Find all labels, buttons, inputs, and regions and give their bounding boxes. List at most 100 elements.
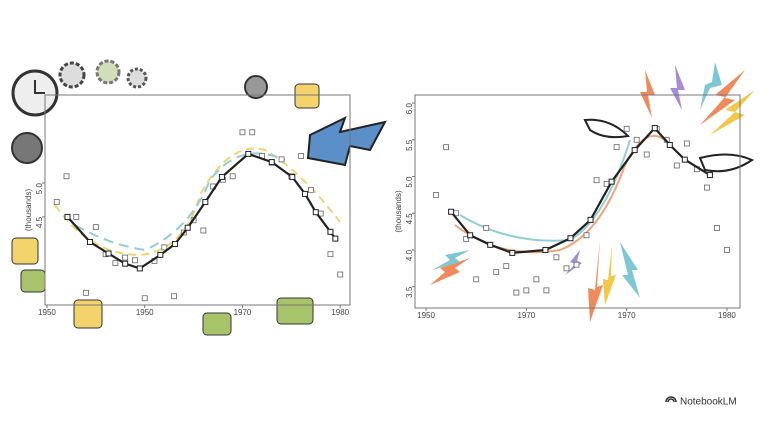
brand-logo xyxy=(665,396,677,403)
point xyxy=(533,276,540,283)
point xyxy=(714,225,720,231)
trend-point xyxy=(122,260,129,267)
point xyxy=(132,257,138,264)
x-tick-label: 1980 xyxy=(718,311,736,320)
y-tick-label: 4.5 xyxy=(35,216,44,228)
lightning xyxy=(588,240,603,322)
trend-point xyxy=(302,190,309,197)
lightning xyxy=(670,65,685,110)
trend-point xyxy=(268,159,275,166)
point xyxy=(112,260,119,266)
trend-point xyxy=(202,199,209,206)
lightning xyxy=(710,90,755,135)
point xyxy=(63,173,70,180)
dot xyxy=(244,75,268,99)
trend-point xyxy=(651,125,658,132)
x-tick-label: 1950 xyxy=(38,308,56,317)
point xyxy=(623,125,630,132)
trend-point xyxy=(332,235,339,242)
point xyxy=(553,254,560,261)
point xyxy=(583,232,590,239)
point xyxy=(463,236,470,242)
trend-point xyxy=(245,150,252,157)
trend-point xyxy=(448,208,455,215)
trend-point xyxy=(467,232,474,239)
trend-point xyxy=(587,216,594,223)
trend-point xyxy=(666,141,673,148)
point xyxy=(239,129,246,136)
x-tick-label: 1950 xyxy=(417,311,435,320)
point xyxy=(513,289,520,296)
film-reel xyxy=(11,132,43,164)
lightning xyxy=(700,70,745,125)
point xyxy=(53,199,60,205)
point xyxy=(433,191,439,198)
point xyxy=(493,269,500,275)
square xyxy=(20,269,46,293)
trend-point xyxy=(327,228,334,235)
y-tick-label: 5.0 xyxy=(405,176,414,188)
point xyxy=(724,247,730,253)
y-tick-label: 5.0 xyxy=(35,183,44,195)
square xyxy=(73,299,103,329)
point xyxy=(122,254,129,261)
point xyxy=(673,162,680,169)
x-tick-label: 1970 xyxy=(234,308,252,317)
decorations xyxy=(11,59,755,403)
square xyxy=(11,237,39,265)
point xyxy=(298,153,305,159)
lightning xyxy=(700,62,722,110)
point xyxy=(200,227,207,234)
y-tick-label: 5.5 xyxy=(405,139,414,151)
lightning xyxy=(620,242,640,298)
trend-point xyxy=(608,178,615,185)
x-tick-label: 1970 xyxy=(517,311,535,320)
square xyxy=(294,83,320,109)
point xyxy=(543,287,550,294)
point xyxy=(249,129,256,136)
point xyxy=(593,177,600,184)
point xyxy=(443,144,449,151)
x-tick-label: 1950 xyxy=(136,308,154,317)
wing xyxy=(698,153,755,173)
lightning xyxy=(603,245,616,305)
trend-point xyxy=(509,249,516,256)
point xyxy=(278,156,285,163)
point xyxy=(307,186,314,193)
point xyxy=(229,173,236,180)
point xyxy=(141,295,148,302)
point xyxy=(523,287,530,294)
trend-point xyxy=(64,213,71,220)
y-axis-label: (thousands) xyxy=(24,189,33,232)
trend-point xyxy=(184,224,191,231)
point xyxy=(92,224,99,230)
point xyxy=(161,244,168,251)
point xyxy=(327,251,334,258)
trend-point xyxy=(218,173,225,180)
point xyxy=(337,271,344,278)
trend-point xyxy=(567,235,574,242)
point xyxy=(171,293,177,300)
point xyxy=(573,261,580,268)
y-axis-label: (thousands) xyxy=(394,190,403,233)
square xyxy=(202,312,232,336)
square xyxy=(276,297,314,325)
trend-point xyxy=(105,250,112,257)
x-tick-label: 1980 xyxy=(331,308,349,317)
x-tick-label: 1970 xyxy=(618,311,636,320)
point xyxy=(683,140,690,147)
trend-point xyxy=(542,246,549,253)
trend-point xyxy=(172,241,179,248)
trend-point xyxy=(289,173,296,180)
lightning xyxy=(565,250,582,275)
point xyxy=(703,184,710,191)
trend-point xyxy=(487,241,494,248)
point xyxy=(83,289,89,296)
point xyxy=(643,151,650,158)
y-tick-label: 4.5 xyxy=(405,213,414,225)
point xyxy=(483,225,490,231)
point xyxy=(473,276,480,283)
point xyxy=(73,214,80,220)
lightning xyxy=(640,70,655,118)
